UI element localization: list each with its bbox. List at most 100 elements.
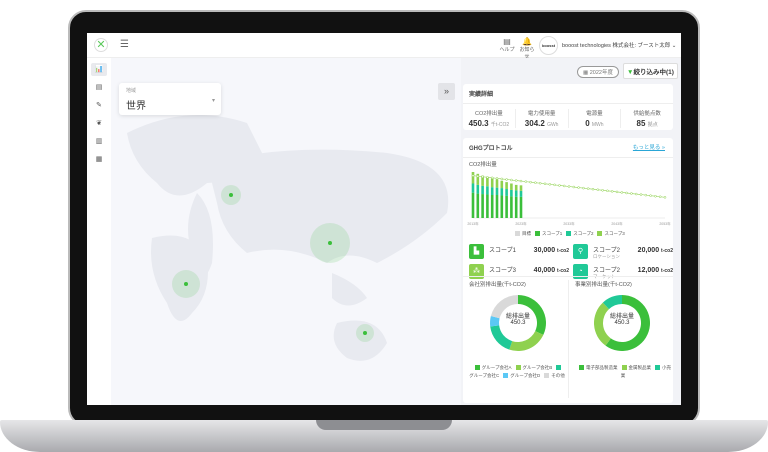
legend-item[interactable]: 金属製品業 <box>618 365 652 370</box>
target-point <box>663 196 667 199</box>
legend-item[interactable]: 目標 <box>511 231 531 236</box>
year-badge[interactable]: ▦ 2022年度 <box>577 66 619 78</box>
legend-item[interactable]: 電子部品製造業 <box>575 365 618 370</box>
target-point <box>510 178 513 182</box>
legend-label: グループ会社A <box>481 365 512 370</box>
location-marker[interactable] <box>184 282 188 286</box>
bar-スコープ2 <box>476 184 480 194</box>
target-point <box>601 189 604 192</box>
donut-center-value: 450.3 <box>510 320 526 326</box>
sidebar-item-0[interactable]: 📊 <box>91 63 107 76</box>
scope-value: 40,000 <box>533 267 556 274</box>
chart-icon: 📊 <box>94 66 104 73</box>
x-tick-label: 2053年 <box>659 221 671 226</box>
legend-item[interactable]: グループ会社C <box>469 365 563 378</box>
kpi-item: 電源量 0 MWh <box>569 109 622 128</box>
filter-button[interactable]: ▼絞り込み中(1) <box>623 63 678 79</box>
legend-item[interactable]: スコープ1 <box>531 231 562 236</box>
help-button[interactable]: ▤ ヘルプ <box>498 37 516 53</box>
bar-スコープ2 <box>519 190 523 197</box>
donut-slice[interactable] <box>518 295 546 335</box>
target-point <box>577 186 580 189</box>
filter-label: 絞り込み中(1) <box>633 69 674 76</box>
donut-slice[interactable] <box>490 325 513 350</box>
target-point <box>476 174 480 178</box>
legend-label: 小売業 <box>620 365 671 378</box>
donut-slice[interactable] <box>605 295 650 351</box>
target-point <box>519 179 523 183</box>
kpi-unit: 千t-CO2 <box>490 122 510 128</box>
legend-label: スコープ1 <box>542 231 563 236</box>
target-point <box>625 191 628 195</box>
sidebar-item-1[interactable]: ▤ <box>91 81 107 94</box>
kpi-value: 85 <box>636 119 646 128</box>
chart-legend: 目標 スコープ1 スコープ2 スコープ3 <box>511 231 625 237</box>
legend-item[interactable]: グループ会社B <box>512 365 553 370</box>
target-point <box>558 184 561 187</box>
scope-unit: t-co2 <box>557 248 569 254</box>
legend-item[interactable]: グループ会社D <box>499 373 540 378</box>
scope-item: ▙ スコープ1 30,000 t-co2 <box>469 244 569 260</box>
scope-icon: ▙ <box>469 244 484 259</box>
collapse-panel-button[interactable]: » <box>438 83 455 100</box>
scope-icon: ⚲ <box>573 244 588 259</box>
kpi-name: CO2排出量 <box>474 111 503 117</box>
notice-button[interactable]: 🔔 お知らせ <box>518 37 536 60</box>
target-point <box>567 185 571 188</box>
scope-item: ⁂ スコープ3 40,000 t-co2 <box>469 264 569 280</box>
chart-title: CO2排出量 <box>469 162 497 168</box>
donut-slice[interactable] <box>490 316 500 327</box>
more-link[interactable]: もっと見る » <box>632 145 665 151</box>
bar-スコープ3 <box>514 184 518 191</box>
legend-item[interactable]: スコープ2 <box>562 231 593 236</box>
target-point <box>505 178 508 181</box>
location-marker[interactable] <box>363 331 367 335</box>
legend-item[interactable]: グループ会社A <box>471 365 512 370</box>
donut-slice[interactable] <box>509 331 544 351</box>
bell-icon: 🔔 <box>522 37 532 46</box>
hamburger-icon[interactable]: ☰ <box>120 39 129 50</box>
donut-slice[interactable] <box>490 295 518 319</box>
user-menu[interactable]: booost technologies 株式会社: ブースト太郎 ⌄ <box>562 41 676 49</box>
region-value: 世界 <box>126 101 146 112</box>
bar-スコープ3 <box>476 173 480 185</box>
target-point <box>630 192 633 195</box>
scope-item: ⚲ スコープ2 ロケーション 20,000 t-co2 <box>573 244 673 260</box>
pen-icon: ✎ <box>96 102 102 109</box>
leaf-icon: ❦ <box>96 120 102 127</box>
x-tick-label: 2043年 <box>611 221 623 226</box>
donut-slice[interactable] <box>602 295 622 310</box>
bar-スコープ1 <box>519 196 523 218</box>
scope-unit: t-co2 <box>661 268 673 274</box>
legend-item[interactable]: 小売業 <box>621 365 671 378</box>
bar-スコープ2 <box>486 186 489 195</box>
legend-item[interactable]: その他 <box>540 373 565 378</box>
target-point <box>524 180 528 183</box>
x-tick-label: 2023年 <box>515 221 527 226</box>
location-marker[interactable] <box>328 241 332 245</box>
sidebar-item-3[interactable]: ❦ <box>91 117 107 130</box>
scope-name: スコープ2 <box>593 268 620 274</box>
region-select[interactable]: 地域 世界 ▾ <box>119 83 221 115</box>
donut-slice[interactable] <box>594 302 611 346</box>
target-point <box>606 189 609 193</box>
sidebar-item-4[interactable]: ▥ <box>91 135 107 148</box>
target-point <box>495 177 499 180</box>
bar-スコープ2 <box>500 188 504 196</box>
notice-label: お知らせ <box>519 47 535 60</box>
legend-item[interactable]: スコープ3 <box>593 231 625 236</box>
legend-label: 金属製品業 <box>628 365 652 370</box>
sidebar-item-5[interactable]: ▦ <box>91 153 107 166</box>
bar-スコープ1 <box>495 195 499 218</box>
bar-スコープ1 <box>500 195 504 218</box>
avatar[interactable]: boosst <box>539 36 558 55</box>
user-name: booost technologies 株式会社: ブースト太郎 <box>562 43 671 49</box>
target-point <box>639 193 643 196</box>
x-tick-label: 2033年 <box>563 221 575 226</box>
app-logo[interactable]: ✕ <box>94 38 108 52</box>
legend-label: グループ会社B <box>522 365 553 370</box>
donut-center-value: 450.3 <box>614 320 630 326</box>
sidebar-item-2[interactable]: ✎ <box>91 99 107 112</box>
location-marker[interactable] <box>229 193 233 197</box>
scope-unit: t-co2 <box>557 268 569 274</box>
